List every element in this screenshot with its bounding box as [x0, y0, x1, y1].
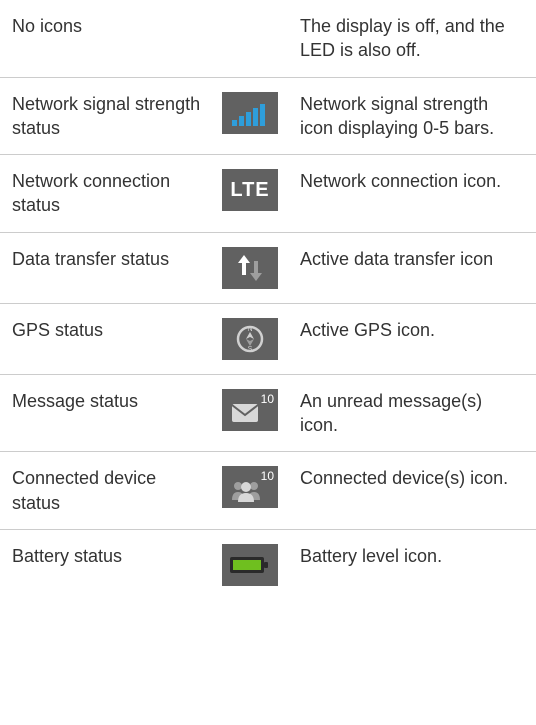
- row-label: Connected device status: [12, 466, 210, 515]
- lte-icon: LTE: [222, 169, 278, 211]
- row-desc: The display is off, and the LED is also …: [290, 14, 524, 63]
- message-badge: 10: [261, 391, 274, 407]
- table-row: GPS status N S Active GPS icon.: [0, 304, 536, 375]
- row-icon-cell: [210, 247, 290, 289]
- table-row: Battery status Battery level icon.: [0, 530, 536, 600]
- row-desc: An unread message(s) icon.: [290, 389, 524, 438]
- data-transfer-icon: [222, 247, 278, 289]
- row-desc: Active GPS icon.: [290, 318, 524, 342]
- row-icon-cell: 10: [210, 466, 290, 508]
- row-icon-cell: [210, 92, 290, 134]
- row-label: Data transfer status: [12, 247, 210, 271]
- row-icon-cell: LTE: [210, 169, 290, 211]
- row-icon-cell: 10: [210, 389, 290, 431]
- row-desc: Connected device(s) icon.: [290, 466, 524, 490]
- row-label: Message status: [12, 389, 210, 413]
- table-row: Connected device status 10 Connected dev…: [0, 452, 536, 530]
- connected-device-icon: 10: [222, 466, 278, 508]
- row-desc: Battery level icon.: [290, 544, 524, 568]
- row-desc: Active data transfer icon: [290, 247, 524, 271]
- row-label: GPS status: [12, 318, 210, 342]
- lte-text: LTE: [230, 177, 269, 204]
- table-row: Network signal strength status Network s…: [0, 78, 536, 156]
- battery-icon: [222, 544, 278, 586]
- signal-strength-icon: [222, 92, 278, 134]
- row-label: No icons: [12, 14, 210, 38]
- gps-icon: N S: [222, 318, 278, 360]
- svg-text:S: S: [248, 346, 253, 353]
- row-label: Battery status: [12, 544, 210, 568]
- row-icon-cell: N S: [210, 318, 290, 360]
- table-row: Network connection status LTE Network co…: [0, 155, 536, 233]
- row-desc: Network connection icon.: [290, 169, 524, 193]
- table-row: Data transfer status Active data transfe…: [0, 233, 536, 304]
- row-label: Network signal strength status: [12, 92, 210, 141]
- status-icon-table: No icons The display is off, and the LED…: [0, 0, 536, 600]
- row-desc: Network signal strength icon displaying …: [290, 92, 524, 141]
- table-row: No icons The display is off, and the LED…: [0, 0, 536, 78]
- table-row: Message status 10 An unread message(s) i…: [0, 375, 536, 453]
- device-badge: 10: [261, 468, 274, 484]
- row-label: Network connection status: [12, 169, 210, 218]
- row-icon-cell: [210, 544, 290, 586]
- svg-text:N: N: [247, 326, 252, 333]
- message-icon: 10: [222, 389, 278, 431]
